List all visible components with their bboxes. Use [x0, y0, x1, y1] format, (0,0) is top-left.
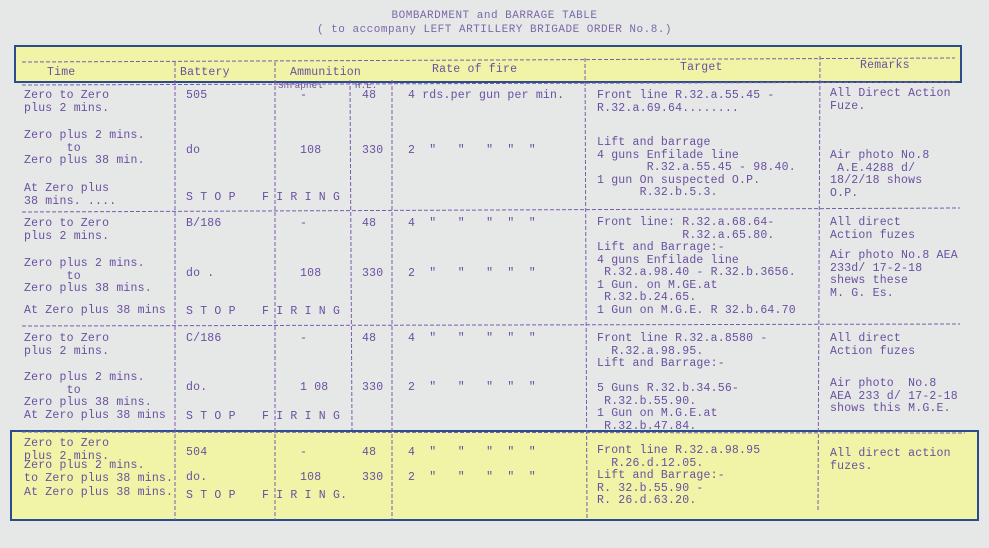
- cell-time: Zero plus 2 mins. to Zero plus 38 mins.: [24, 371, 152, 409]
- cell-rate: 4 " " " " ": [408, 217, 536, 230]
- cell-shrapnel: -: [300, 89, 308, 102]
- cell-shrapnel: -: [300, 332, 308, 345]
- cell-remarks: Air photo No.8 AEA 233 d/ 17-2-18 shows …: [830, 377, 958, 415]
- rule-row-1: [21, 207, 961, 213]
- cell-rate: 4 " " " " ": [408, 446, 536, 459]
- cell-battery: S T O P: [186, 410, 236, 423]
- document-title: BOMBARDMENT and BARRAGE TABLE: [391, 10, 598, 22]
- cell-battery: do.: [186, 471, 208, 484]
- cell-remarks: All direct Action fuzes: [830, 216, 916, 242]
- cell-time: At Zero plus 38 mins: [24, 304, 167, 317]
- cell-he: 330: [362, 144, 384, 157]
- col-remarks: [817, 55, 821, 511]
- cell-shrapnel: F I R I N G: [262, 410, 341, 423]
- cell-he: 330: [362, 381, 384, 394]
- header-battery: Battery: [180, 66, 230, 79]
- cell-shrapnel: F I R I N G.: [262, 489, 348, 502]
- cell-he: 330: [362, 267, 384, 280]
- cell-he: 48: [362, 217, 377, 230]
- cell-shrapnel: -: [300, 217, 308, 230]
- cell-remarks: Air photo No.8 A.E.4288 d/ 18/2/18 shows…: [830, 149, 930, 200]
- cell-he: 48: [362, 446, 377, 459]
- header-shrapnel: Shrapnel: [278, 81, 323, 91]
- cell-battery: do .: [186, 267, 215, 280]
- header-highlight: [14, 45, 962, 83]
- cell-shrapnel: F I R I N G: [262, 191, 341, 204]
- cell-target: Front line R.32.a.8580 - R.32.a.98.95. L…: [597, 332, 768, 433]
- cell-target: Lift and barrage 4 guns Enfilade line R.…: [597, 136, 796, 199]
- header-he: H.E.: [355, 81, 378, 91]
- cell-target: Front line R.32.a.55.45 - R.32.a.69.64..…: [597, 89, 775, 115]
- header-rate: Rate of fire: [432, 63, 518, 76]
- cell-time: At Zero plus 38 mins. ....: [24, 182, 117, 208]
- cell-battery: do: [186, 144, 201, 157]
- cell-battery: S T O P: [186, 489, 236, 502]
- cell-time: Zero plus 2 mins. to Zero plus 38 min.: [24, 129, 145, 167]
- cell-shrapnel: -: [300, 446, 308, 459]
- header-ammunition: Ammunition: [290, 66, 362, 79]
- cell-time: At Zero plus 38 mins.: [24, 486, 174, 499]
- rule-row-3: [21, 431, 966, 434]
- cell-target: Front line: R.32.a.68.64- R.32.a.65.80. …: [597, 216, 796, 317]
- document-subtitle: ( to accompany LEFT ARTILLERY BRIGADE OR…: [316, 24, 673, 36]
- header-target: Target: [680, 61, 723, 74]
- cell-battery: C/186: [186, 332, 222, 345]
- cell-time: Zero to Zero plus 2 mins.: [24, 217, 110, 243]
- cell-time: Zero to Zero plus 2 mins.: [24, 437, 110, 463]
- rule-header-bottom: [21, 81, 956, 86]
- cell-shrapnel: F I R I N G: [262, 305, 341, 318]
- cell-he: 48: [362, 89, 377, 102]
- cell-battery: do.: [186, 381, 208, 394]
- cell-rate: 2 " " " " ": [408, 144, 536, 157]
- cell-time: Zero plus 2 mins. to Zero plus 38 mins.: [24, 459, 174, 485]
- cell-battery: S T O P: [186, 305, 236, 318]
- last-row-highlight: [10, 430, 979, 521]
- cell-rate: 4 " " " " ": [408, 332, 536, 345]
- col-he: [349, 79, 353, 431]
- col-target: [584, 57, 588, 521]
- cell-rate: 2 " " " " ": [408, 267, 536, 280]
- cell-time: Zero plus 2 mins. to Zero plus 38 mins.: [24, 257, 152, 295]
- cell-battery: 504: [186, 446, 208, 459]
- rule-header-top: [21, 57, 956, 63]
- cell-shrapnel: 1 08: [300, 381, 329, 394]
- cell-time: At Zero plus 38 mins: [24, 409, 167, 422]
- rule-row-2: [21, 323, 961, 327]
- cell-rate: 4 rds.per gun per min.: [408, 89, 565, 102]
- cell-shrapnel: 108: [300, 267, 322, 280]
- cell-target: Front line R.32.a.98.95 R.26.d.12.05. Li…: [597, 444, 761, 507]
- header-time: Time: [47, 66, 76, 79]
- cell-remarks: All Direct Action Fuze.: [830, 87, 951, 113]
- cell-he: 330: [362, 471, 384, 484]
- header-remarks: Remarks: [860, 59, 910, 72]
- cell-remarks: All direct Action fuzes: [830, 332, 916, 358]
- cell-he: 48: [362, 332, 377, 345]
- cell-remarks: All direct action fuzes.: [830, 447, 951, 473]
- cell-time: Zero to Zero plus 2 mins.: [24, 89, 110, 115]
- cell-battery: B/186: [186, 217, 222, 230]
- cell-battery: 505: [186, 89, 208, 102]
- cell-shrapnel: 108: [300, 471, 322, 484]
- cell-time: Zero to Zero plus 2 mins.: [24, 332, 110, 358]
- cell-remarks: Air photo No.8 AEA 233d/ 17-2-18 shews t…: [830, 249, 958, 300]
- cell-battery: S T O P: [186, 191, 236, 204]
- cell-rate: 2 " " " " ": [408, 381, 536, 394]
- cell-shrapnel: 108: [300, 144, 322, 157]
- cell-rate: 2 " " " " ": [408, 471, 536, 484]
